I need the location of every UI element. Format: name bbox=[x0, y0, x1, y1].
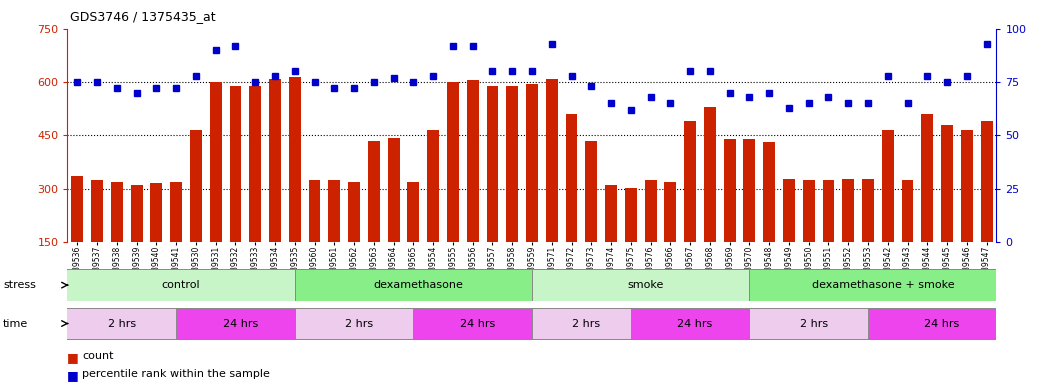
Bar bbox=[664, 182, 677, 242]
Bar bbox=[131, 185, 142, 242]
Bar bbox=[348, 182, 360, 242]
Text: smoke: smoke bbox=[627, 280, 664, 290]
Bar bbox=[783, 179, 795, 242]
Bar bbox=[684, 121, 696, 242]
Bar bbox=[868, 308, 1016, 339]
Text: 24 hrs: 24 hrs bbox=[223, 318, 258, 329]
Bar bbox=[295, 270, 542, 301]
Text: time: time bbox=[3, 319, 28, 329]
Bar bbox=[743, 139, 756, 242]
Bar bbox=[625, 187, 636, 242]
Text: ■: ■ bbox=[67, 351, 83, 364]
Bar bbox=[566, 114, 577, 242]
Bar bbox=[532, 308, 640, 339]
Bar bbox=[585, 141, 597, 242]
Bar bbox=[704, 107, 716, 242]
Bar bbox=[763, 142, 775, 242]
Text: 2 hrs: 2 hrs bbox=[572, 318, 600, 329]
Bar bbox=[645, 180, 656, 242]
Bar bbox=[176, 308, 305, 339]
Bar bbox=[295, 308, 424, 339]
Text: 2 hrs: 2 hrs bbox=[108, 318, 136, 329]
Bar bbox=[170, 182, 182, 242]
Bar bbox=[863, 179, 874, 242]
Text: ■: ■ bbox=[67, 369, 83, 382]
Text: percentile rank within the sample: percentile rank within the sample bbox=[82, 369, 270, 379]
Bar bbox=[822, 180, 835, 242]
Text: stress: stress bbox=[3, 280, 36, 290]
Bar bbox=[546, 78, 557, 242]
Bar bbox=[111, 182, 122, 242]
Bar bbox=[229, 86, 242, 242]
Bar bbox=[941, 125, 953, 242]
Bar bbox=[605, 185, 617, 242]
Bar bbox=[981, 121, 992, 242]
Bar bbox=[413, 308, 542, 339]
Text: 24 hrs: 24 hrs bbox=[678, 318, 713, 329]
Bar bbox=[961, 130, 973, 242]
Bar bbox=[507, 86, 518, 242]
Text: dexamethasone + smoke: dexamethasone + smoke bbox=[812, 280, 954, 290]
Bar bbox=[57, 270, 305, 301]
Text: 24 hrs: 24 hrs bbox=[460, 318, 495, 329]
Bar bbox=[532, 270, 759, 301]
Bar bbox=[922, 114, 933, 242]
Bar bbox=[487, 86, 498, 242]
Text: control: control bbox=[162, 280, 200, 290]
Bar bbox=[467, 80, 479, 242]
Bar bbox=[408, 182, 419, 242]
Text: GDS3746 / 1375435_at: GDS3746 / 1375435_at bbox=[70, 10, 215, 23]
Text: 2 hrs: 2 hrs bbox=[799, 318, 827, 329]
Bar bbox=[387, 138, 400, 242]
Bar bbox=[526, 84, 538, 242]
Bar bbox=[723, 139, 736, 242]
Bar bbox=[882, 130, 894, 242]
Text: dexamethasone: dexamethasone bbox=[374, 280, 463, 290]
Bar bbox=[72, 176, 83, 242]
Text: count: count bbox=[82, 351, 113, 361]
Bar bbox=[308, 180, 321, 242]
Bar bbox=[749, 270, 1016, 301]
Bar bbox=[328, 180, 340, 242]
Bar bbox=[842, 179, 854, 242]
Bar bbox=[749, 308, 878, 339]
Bar bbox=[289, 77, 301, 242]
Bar bbox=[447, 82, 459, 242]
Bar bbox=[802, 180, 815, 242]
Bar bbox=[210, 82, 222, 242]
Text: 24 hrs: 24 hrs bbox=[925, 318, 960, 329]
Bar bbox=[631, 308, 759, 339]
Bar bbox=[91, 180, 103, 242]
Bar bbox=[428, 130, 439, 242]
Bar bbox=[367, 141, 380, 242]
Bar bbox=[269, 78, 281, 242]
Bar bbox=[902, 180, 913, 242]
Bar bbox=[57, 308, 186, 339]
Bar bbox=[190, 130, 201, 242]
Bar bbox=[151, 183, 162, 242]
Text: 2 hrs: 2 hrs bbox=[345, 318, 373, 329]
Bar bbox=[249, 86, 262, 242]
